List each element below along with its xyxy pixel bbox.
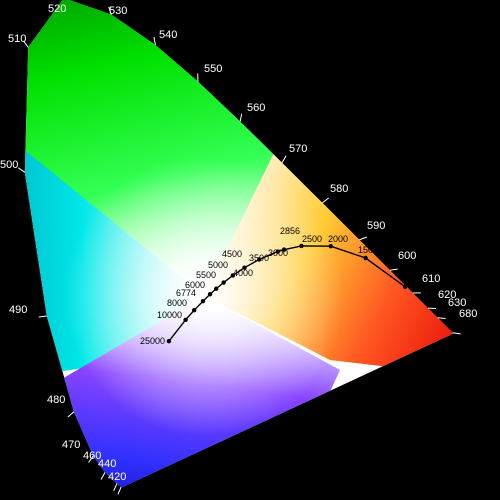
cct-marker [208,292,212,296]
cct-marker [192,308,196,312]
wavelength-label: 550 [204,63,222,75]
wavelength-label: 590 [367,220,385,232]
cct-marker [363,256,367,260]
cct-label: 2856 [280,226,300,236]
wavelength-label: 500 [0,159,18,171]
cct-marker [214,287,218,291]
wavelength-label: 480 [47,394,65,406]
cct-label: 3000 [268,248,288,258]
cct-label: 5500 [196,270,216,280]
cct-marker [167,339,171,343]
cie-chromaticity-diagram: 4204404604704804905005105205305405505605… [0,0,500,500]
cct-marker [221,280,225,284]
cct-marker [183,318,187,322]
wavelength-label: 610 [422,273,440,285]
wavelength-label: 520 [48,3,66,15]
wavelength-label: 580 [330,183,348,195]
cct-label: 1000 [395,268,415,278]
cct-label: 1500 [358,245,378,255]
wavelength-label: 510 [8,33,26,45]
cct-marker [231,273,235,277]
cct-marker [403,285,407,289]
wavelength-label: 570 [289,143,307,155]
cct-label: 4000 [233,268,253,278]
cct-label: 3500 [249,253,269,263]
wavelength-label: 680 [459,308,477,320]
cct-marker [329,244,333,248]
cct-marker [201,299,205,303]
wavelength-label: 420 [108,471,126,483]
wavelength-label: 540 [159,29,177,41]
wavelength-label: 530 [109,5,127,17]
wavelength-label: 560 [247,102,265,114]
cct-label: 8000 [167,298,187,308]
cct-marker [299,244,303,248]
wavelength-label: 470 [62,439,80,451]
cct-label: 2000 [328,234,348,244]
wavelength-label: 460 [83,450,101,462]
cct-label: 2500 [302,234,322,244]
cct-label: 25000 [140,336,165,346]
cct-label: 5000 [208,260,228,270]
cct-label: 6774 [176,288,196,298]
wavelength-label: 490 [9,304,27,316]
wavelength-label: 600 [398,250,416,262]
cct-label: 10000 [157,310,182,320]
cct-label: 4500 [222,249,242,259]
